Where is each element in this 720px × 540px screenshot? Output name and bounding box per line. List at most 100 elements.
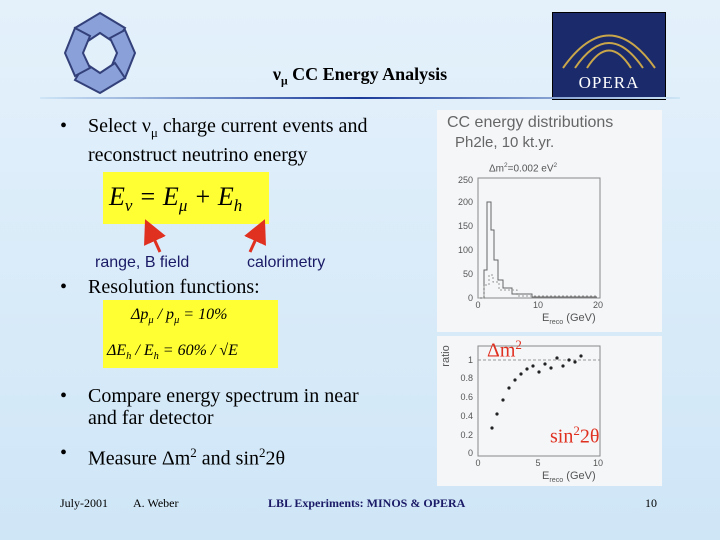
- figure: ratio 1 0.8 0.6 0.4 0.2 0 0 5 10 Ereco (…: [437, 336, 662, 486]
- logo-right: OPERA: [552, 12, 666, 100]
- footer-date: July-2001: [60, 496, 108, 510]
- text: / E: [131, 342, 154, 359]
- y-tick-label: 0: [468, 448, 473, 458]
- text: E: [109, 182, 125, 211]
- y-tick-label: 50: [463, 269, 473, 279]
- subscript: μ: [148, 315, 154, 327]
- figure-plot: ratio 1 0.8 0.6 0.4 0.2 0 0 5 10: [440, 345, 603, 468]
- y-label: ratio: [440, 345, 452, 366]
- histogram: [478, 274, 597, 299]
- superscript: 2: [573, 423, 580, 438]
- formula-label: calorimetry: [247, 254, 326, 271]
- superscript: 2: [553, 162, 558, 169]
- superscript: 2: [190, 445, 197, 460]
- text: Measure Δm: [88, 447, 191, 470]
- superscript: 2: [504, 162, 508, 169]
- y-tick-label: 250: [458, 175, 473, 185]
- subscript: μ: [150, 125, 158, 140]
- formula: ΔEh / Eh = 60% / √E: [107, 342, 238, 362]
- footer-title: LBL Experiments: MINOS & OPERA: [268, 496, 466, 510]
- y-tick-label: 0.2: [460, 430, 473, 440]
- text: =0.002 eV: [507, 163, 554, 175]
- bullet: •: [60, 115, 68, 137]
- bullet: •: [60, 276, 68, 298]
- formula: Eν = Eμ + Eh: [109, 182, 242, 216]
- logo-arches: [562, 34, 656, 69]
- x-label: Ereco (GeV): [542, 470, 596, 484]
- text: E: [542, 312, 550, 324]
- bullet-text: Compare energy spectrum in near and far d…: [88, 385, 359, 429]
- frame: [477, 177, 601, 299]
- text: (GeV): [563, 470, 596, 482]
- formula: Δpμ / pμ = 10%: [131, 306, 227, 326]
- text: Select ν: [88, 115, 151, 137]
- title-subscript: μ: [280, 74, 288, 88]
- formula-box: Δpμ / pμ = 10% ΔEh / Eh = 60% / √E: [103, 300, 278, 368]
- text: 2θ: [265, 447, 286, 470]
- y-tick-label: 1: [468, 355, 473, 365]
- subscript: reco: [549, 476, 564, 485]
- x-tick-label: 10: [533, 300, 543, 310]
- figure: CC energy distributions Ph2le, 10 kt.yr.…: [437, 110, 662, 332]
- title-text: CC Energy Analysis: [292, 64, 448, 84]
- subscript: ν: [124, 196, 133, 216]
- title: νμ CC Energy Analysis: [0, 64, 720, 88]
- x-tick-label: 0: [475, 300, 480, 310]
- x-tick-label: 5: [535, 458, 540, 468]
- text: Δm: [489, 163, 505, 175]
- y-tick-label: 0.8: [460, 373, 473, 383]
- footer-author: A. Weber: [133, 496, 179, 510]
- footer-page: 10: [645, 496, 657, 510]
- bullet-text: Resolution functions:: [88, 276, 260, 298]
- bullet-text: Measure Δm2 and sin22θ: [88, 442, 285, 470]
- subscript: reco: [549, 318, 564, 327]
- text: and sin: [196, 447, 259, 470]
- y-tick-label: 150: [458, 221, 473, 231]
- text: ΔE: [107, 342, 127, 359]
- x-tick-label: 10: [593, 458, 603, 468]
- text: Δp: [131, 306, 149, 323]
- subscript: h: [126, 351, 132, 363]
- annotation: sin22θ: [550, 423, 599, 449]
- figure-note: Δm2=0.002 eV2: [489, 162, 557, 174]
- x-tick-label: 0: [475, 458, 480, 468]
- y-tick-label: 0: [468, 293, 473, 303]
- text: E: [542, 470, 550, 482]
- formula-box: Eν = Eμ + Eh: [103, 172, 269, 224]
- subscript: h: [233, 196, 243, 216]
- figure-title: CC energy distributions: [447, 114, 614, 131]
- bullet: •: [60, 442, 68, 464]
- points: [490, 354, 583, 430]
- text: 2θ: [579, 425, 600, 448]
- text: sin: [550, 425, 574, 448]
- subscript: μ: [178, 196, 188, 216]
- text: / p: [153, 306, 175, 323]
- histogram: [478, 201, 597, 299]
- y-tick-label: 0.6: [460, 392, 473, 402]
- y-tick-label: 200: [458, 197, 473, 207]
- text: reconstruct neutrino energy: [88, 144, 308, 166]
- y-tick-label: 100: [458, 245, 473, 255]
- figure-plot: 250 200 150 100 50 0 0 10 20: [458, 175, 603, 310]
- formula-label: range, B field: [95, 254, 190, 271]
- subscript: μ: [174, 315, 180, 327]
- text: (GeV): [563, 312, 596, 324]
- frame: [477, 345, 601, 457]
- subscript: h: [153, 351, 159, 363]
- text: + E: [187, 182, 234, 211]
- text: charge current events and: [157, 115, 368, 137]
- text: Δm: [487, 339, 516, 362]
- figure-subtitle: Ph2le, 10 kt.yr.: [455, 134, 555, 151]
- superscript: 2: [259, 445, 266, 460]
- title-rule: [40, 97, 680, 99]
- logo-text: OPERA: [578, 73, 640, 92]
- text: = 60% / √E: [158, 342, 238, 359]
- y-tick-label: 0.4: [460, 411, 473, 421]
- annotation: Δm2: [487, 337, 522, 363]
- text: = 10%: [179, 306, 228, 323]
- superscript: 2: [515, 337, 522, 352]
- text: Compare energy spectrum in near: [88, 385, 359, 407]
- bullet: •: [60, 385, 68, 407]
- logo-left: [63, 11, 137, 95]
